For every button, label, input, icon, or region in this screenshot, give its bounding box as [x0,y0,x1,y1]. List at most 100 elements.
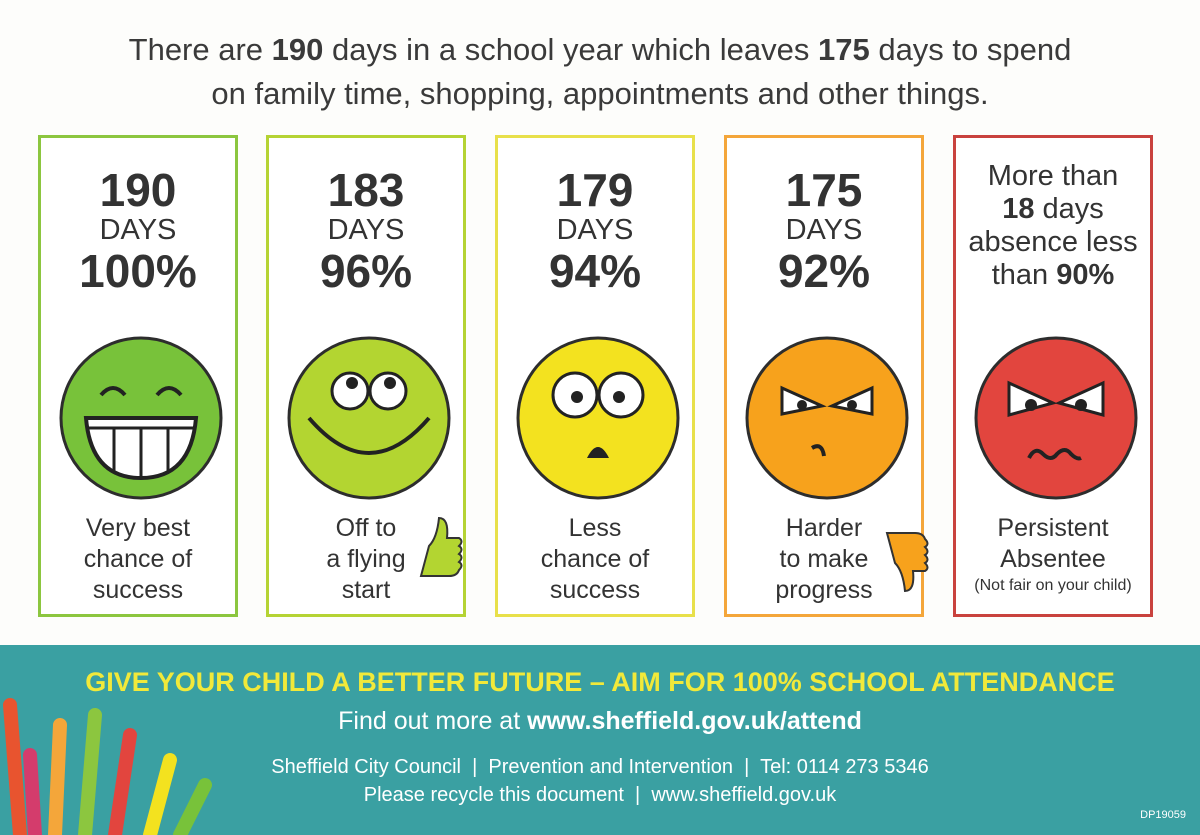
text: success [92,576,184,604]
text: Please recycle this document | www.sheff… [363,784,837,806]
shape [974,336,1138,500]
text: 175 [817,32,870,67]
thumbs-up-icon [419,516,463,577]
card: More than 18 days absence less than 90% Per… [953,135,1153,617]
text: Very best [85,514,191,542]
text: DP19059 [1140,809,1186,821]
card: 175 DAYS 92% Harder to make progress [724,135,929,617]
shape [23,748,42,835]
intro-line: on family time, shopping, appointments a… [211,76,989,111]
shape [847,400,857,410]
text: More than [987,160,1119,192]
shape: 18 days [956,193,1150,226]
shape [885,532,929,593]
text: 92% [777,245,871,297]
intro-line: There are 190 days in a school year whic… [0,28,1200,72]
text: GIVE YOUR CHILD A BETTER FUTURE – AIM FO… [85,667,1115,697]
shape [516,336,680,500]
shape [368,371,408,411]
text: 179 [556,164,634,216]
text: a flying [326,545,406,573]
text: www.sheffield.gov.uk/attend [527,707,862,735]
text: (Not fair on your child) [974,577,1132,594]
shape [1075,399,1087,411]
text: 175 [785,164,863,216]
text: Sheffield City Council | Prevention and … [271,756,929,778]
text: absence less [968,226,1138,258]
council-info: Sheffield City Council | Prevention and … [0,753,1200,809]
text: DAYS [785,214,863,246]
shape [797,400,807,410]
caption: Off to a flying start [269,513,463,606]
text: Absentee [1000,545,1106,573]
shape [571,391,583,403]
shape [108,728,137,835]
text: to make [779,545,869,573]
caption: Persistent Absentee (Not fair on your chil… [956,513,1150,597]
text: DAYS [99,214,177,246]
hands-decoration [3,698,212,835]
shape [384,377,396,389]
shape [307,416,431,455]
text: 94% [548,245,642,297]
text: than [991,259,1049,291]
shape [810,444,826,457]
shape [587,447,609,458]
shape [86,426,196,478]
text: 96% [319,245,413,297]
face-icon [516,336,680,500]
card-heading: More than 18 days absence less than 90% [956,160,1150,292]
shape [745,336,909,500]
text: 190 [99,164,177,216]
shape [48,718,67,835]
text: days in a school year which leaves [332,32,810,67]
text: Off to [335,514,397,542]
shape [287,336,451,500]
text: chance of [83,545,193,573]
text: 183 [327,164,405,216]
face-icon [287,336,451,500]
shape [173,778,212,835]
text: days [1042,193,1104,225]
face-icon [745,336,909,500]
shape [1025,399,1037,411]
text: 90% [1056,259,1115,291]
thumbs-down-icon [885,532,929,593]
intro: There are 190 days in a school year whic… [0,28,1200,116]
text: chance of [540,545,650,573]
text: success [549,576,641,604]
face-icon [974,336,1138,500]
shape [78,708,102,835]
text: Harder [785,514,863,542]
text: start [341,576,391,604]
shape: than 90% [956,259,1150,292]
more-info: Find out more at www.sheffield.gov.uk/at… [0,707,1200,736]
shape [330,371,370,411]
footer: GIVE YOUR CHILD A BETTER FUTURE – AIM FO… [0,645,1200,835]
caption: Harder to make progress [727,513,921,606]
shape [1027,448,1082,461]
shape [3,698,27,835]
shape [613,391,625,403]
caption: Very best chance of success [41,513,235,606]
text: 190 [271,32,324,67]
text: days to spend [878,32,1072,67]
text: progress [775,576,873,604]
text: 100% [79,245,197,297]
text: DAYS [327,214,405,246]
shape [3,698,212,835]
shape [419,516,463,577]
card: 183 DAYS 96% Off to a flying start [266,135,466,617]
shape [99,386,183,397]
text: Find out more at [338,707,521,735]
card: 179 DAYS 94% Less chance of success [495,135,695,617]
text: Less [568,514,622,542]
text: Persistent [997,514,1109,542]
card: 190 DAYS 100% Very best chance of success [38,135,238,617]
face-icon [59,336,223,500]
text: There are [128,32,264,67]
shape [346,377,358,389]
caption: Less chance of success [498,513,692,606]
